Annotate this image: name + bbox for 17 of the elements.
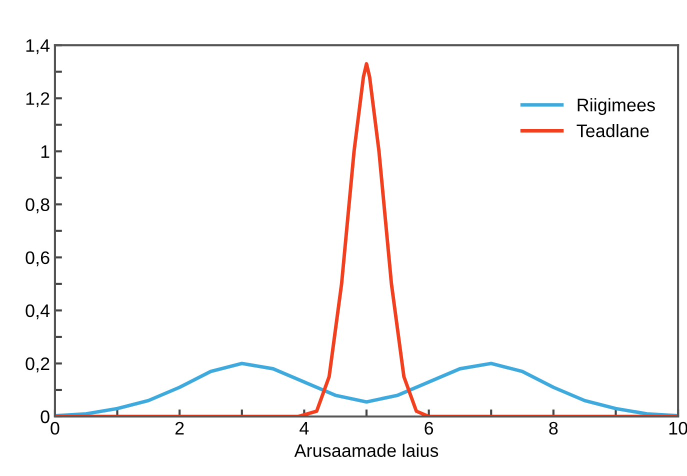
- legend-label: Riigimees: [578, 98, 655, 115]
- y-tick-label: 1: [41, 145, 50, 158]
- x-tick-label: 0: [50, 422, 60, 435]
- y-tick-label: 1,4: [26, 39, 50, 54]
- x-tick-label: 8: [549, 422, 558, 435]
- x-tick-label: 4: [300, 422, 309, 434]
- y-tick-label: 0,4: [26, 304, 50, 320]
- x-tick-label: 10: [669, 422, 687, 435]
- legend-label: Teadlane: [576, 124, 649, 138]
- y-tick-label: 1,2: [26, 92, 50, 108]
- y-tick-label: 0,6: [26, 251, 50, 266]
- x-axis-title: Arusaamade laius: [294, 444, 438, 458]
- x-tick-label: 2: [175, 422, 184, 434]
- y-tick-label: 0,2: [26, 357, 50, 372]
- x-tick-label: 6: [424, 422, 434, 435]
- y-tick-label: 0,8: [26, 198, 50, 214]
- y-tick-label: 0: [40, 410, 50, 424]
